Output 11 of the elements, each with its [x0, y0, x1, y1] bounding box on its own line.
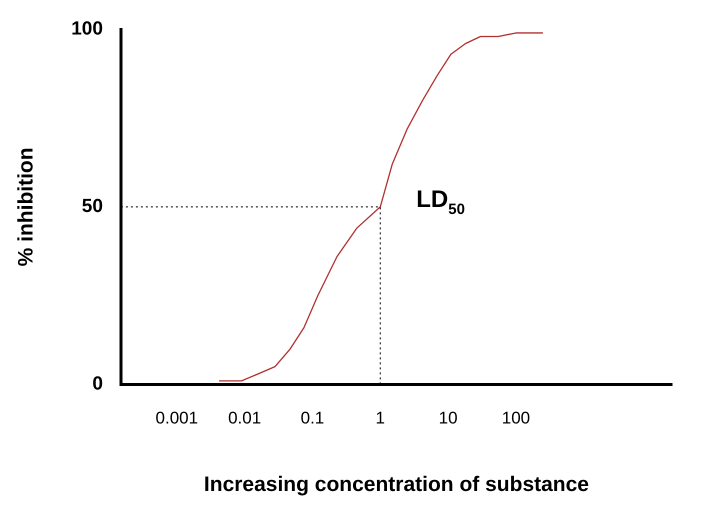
- x-tick-label: 10: [438, 408, 458, 428]
- x-tick-label: 0.001: [156, 408, 198, 428]
- x-tick-label: 0.01: [228, 408, 262, 428]
- y-tick-label: 50: [82, 196, 103, 218]
- y-axis-title: % inhibition: [14, 147, 38, 266]
- y-tick-label: 100: [71, 18, 103, 40]
- x-tick-label: 100: [502, 408, 530, 428]
- x-tick-label: 1: [376, 408, 386, 428]
- x-tick-label: 0.1: [300, 408, 324, 428]
- x-axis-title: Increasing concentration of substance: [204, 473, 589, 496]
- y-tick-label: 0: [92, 374, 103, 395]
